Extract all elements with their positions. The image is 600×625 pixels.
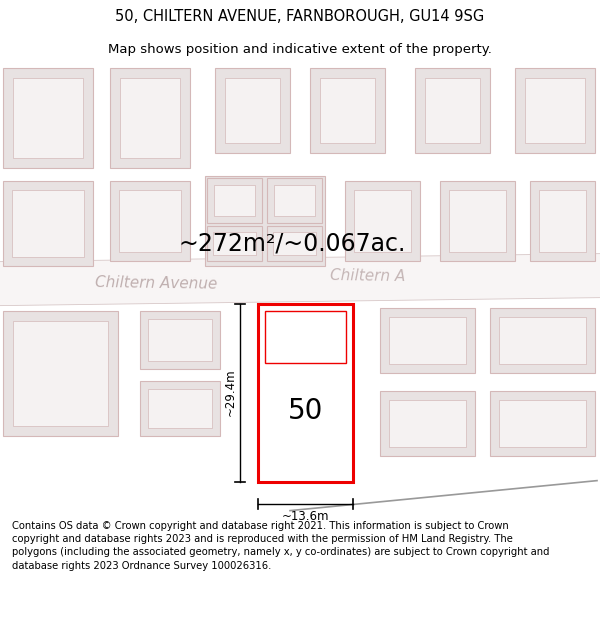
Bar — [499, 317, 586, 364]
Bar — [440, 181, 515, 261]
Bar — [258, 304, 353, 482]
Bar — [13, 78, 83, 158]
Bar — [425, 78, 480, 142]
Bar — [148, 319, 212, 361]
Bar — [13, 321, 108, 426]
Text: Chiltern Avenue: Chiltern Avenue — [95, 275, 217, 292]
Bar — [389, 399, 466, 447]
Text: 50: 50 — [288, 397, 323, 424]
Text: 50, CHILTERN AVENUE, FARNBOROUGH, GU14 9SG: 50, CHILTERN AVENUE, FARNBOROUGH, GU14 9… — [115, 9, 485, 24]
Bar — [449, 189, 506, 252]
Bar — [499, 399, 586, 447]
Bar — [389, 317, 466, 364]
Text: Chiltern A: Chiltern A — [330, 268, 406, 284]
Bar — [119, 189, 181, 252]
Bar — [3, 68, 93, 168]
Text: Map shows position and indicative extent of the property.: Map shows position and indicative extent… — [108, 42, 492, 56]
Bar — [140, 381, 220, 436]
Bar — [380, 308, 475, 372]
Bar — [525, 78, 585, 142]
Bar — [205, 176, 325, 266]
Bar — [310, 68, 385, 152]
Bar — [225, 78, 280, 142]
Bar — [380, 391, 475, 456]
Bar — [213, 232, 256, 254]
Bar — [354, 189, 411, 252]
Polygon shape — [0, 254, 600, 306]
Bar — [267, 177, 322, 222]
Bar — [215, 68, 290, 152]
Bar — [539, 189, 586, 252]
Bar — [515, 68, 595, 152]
Bar — [415, 68, 490, 152]
Bar — [345, 181, 420, 261]
Text: ~272m²/~0.067ac.: ~272m²/~0.067ac. — [178, 232, 406, 256]
Text: ~29.4m: ~29.4m — [223, 369, 236, 416]
Bar — [3, 311, 118, 436]
Bar — [274, 184, 315, 216]
Bar — [490, 308, 595, 372]
Bar — [530, 181, 595, 261]
Bar — [3, 181, 93, 266]
Bar — [140, 311, 220, 369]
Bar — [490, 391, 595, 456]
Bar — [265, 311, 346, 362]
Bar — [148, 389, 212, 428]
Bar — [320, 78, 375, 142]
Bar — [207, 177, 262, 222]
Bar — [267, 226, 322, 261]
Bar — [214, 184, 255, 216]
Bar — [110, 181, 190, 261]
Text: Contains OS data © Crown copyright and database right 2021. This information is : Contains OS data © Crown copyright and d… — [12, 521, 550, 571]
Bar — [12, 189, 84, 257]
Bar — [120, 78, 180, 158]
Bar — [110, 68, 190, 168]
Text: ~13.6m: ~13.6m — [282, 510, 329, 523]
Bar — [207, 226, 262, 261]
Bar — [273, 232, 316, 254]
